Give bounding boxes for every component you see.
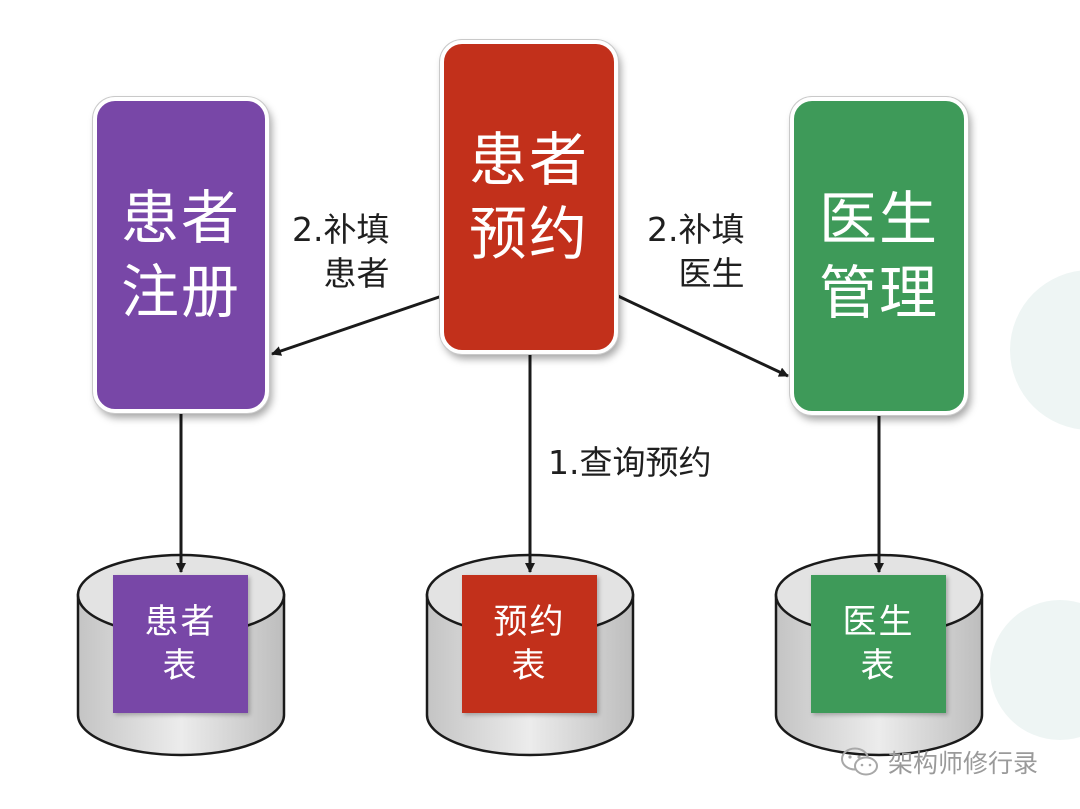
- edge-label-fill-patient: 2.补填 患者: [292, 208, 390, 296]
- wechat-icon: [841, 747, 878, 776]
- watermark-text: 架构师修行录: [888, 749, 1039, 778]
- service-patient-register-label-line1: 患者: [120, 184, 241, 252]
- edge-label-query-booking-text: 1.查询预约: [548, 443, 712, 482]
- table-doctor-label-line2: 表: [860, 646, 897, 686]
- service-doctor-management-label-line2: 管理: [818, 259, 939, 327]
- table-doctor: 医生 表: [811, 575, 946, 713]
- table-doctor-label-line1: 医生: [842, 602, 915, 642]
- edge-label-query-booking: 1.查询预约: [548, 441, 712, 485]
- edge-label-fill-patient-line2: 患者: [323, 254, 390, 293]
- table-patient-label-line1: 患者: [144, 602, 217, 642]
- edge-label-fill-doctor: 2.补填 医生: [647, 208, 745, 296]
- service-doctor-management-label-line1: 医生: [818, 185, 939, 253]
- service-patient-booking-label-line1: 患者: [468, 126, 589, 194]
- arrow-booking-to-doctor: [617, 294, 789, 378]
- table-patient-label-line2: 表: [162, 646, 199, 686]
- table-patient: 患者 表: [113, 575, 248, 713]
- service-patient-register: 患者 注册: [93, 97, 269, 413]
- table-booking-label-line1: 预约: [493, 602, 566, 642]
- service-patient-booking: 患者 预约: [440, 40, 618, 354]
- edge-label-fill-doctor-line2: 医生: [678, 254, 745, 293]
- watermark: 架构师修行录: [840, 744, 1038, 780]
- edge-label-fill-patient-line1: 2.补填: [292, 210, 390, 249]
- table-booking: 预约 表: [462, 575, 597, 713]
- arrow-booking-to-register: [271, 294, 443, 356]
- service-doctor-management: 医生 管理: [790, 97, 968, 415]
- service-patient-booking-label-line2: 预约: [468, 200, 589, 268]
- table-booking-label-line2: 表: [511, 646, 548, 686]
- edge-label-fill-doctor-line1: 2.补填: [647, 210, 745, 249]
- service-patient-register-label-line2: 注册: [120, 258, 241, 326]
